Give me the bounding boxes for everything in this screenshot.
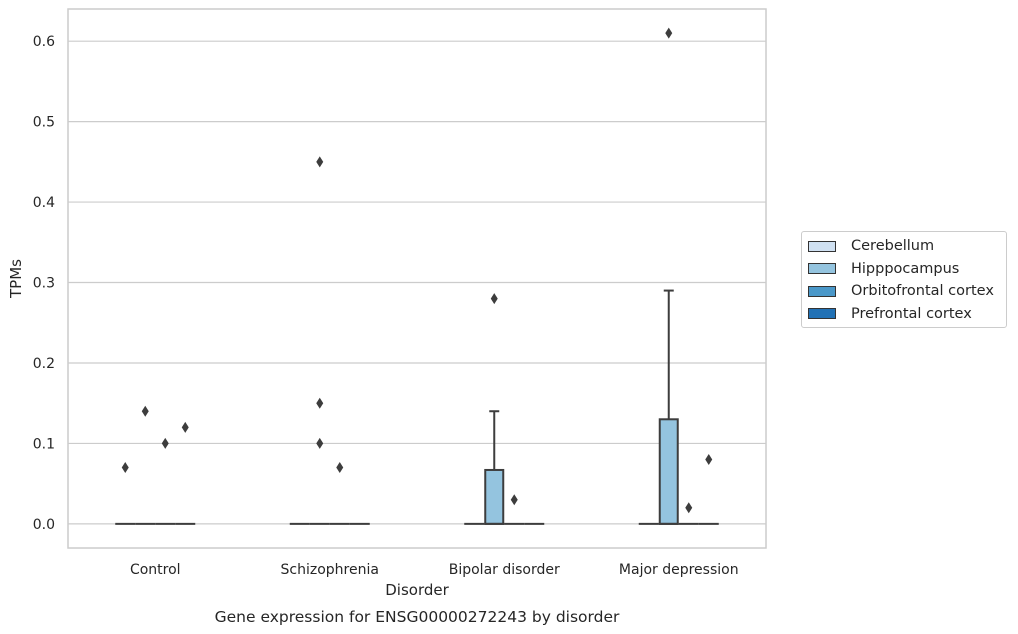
- outlier-point: [685, 502, 693, 514]
- box-prefrontal-cortex: [698, 454, 719, 525]
- box-orbitofrontal-cortex: [329, 462, 350, 525]
- legend-label: Cerebellum: [851, 238, 935, 255]
- legend-swatch: [808, 240, 836, 252]
- outlier-point: [705, 454, 713, 466]
- legend: Cerebellum Hipppocampus Orbitofrontal cort…: [801, 231, 1007, 328]
- legend-swatch: [808, 285, 836, 297]
- outlier-point: [181, 421, 189, 433]
- box-iqr: [484, 468, 505, 525]
- y-axis-ticks: 0.0 0.1 0.2 0.3 0.4 0.5 0.6: [33, 34, 55, 533]
- x-tick-label: Major depression: [619, 562, 739, 578]
- y-tick-label: 0.3: [33, 276, 55, 292]
- legend-item: Cerebellum: [802, 235, 1006, 258]
- y-tick-label: 0.1: [33, 436, 55, 452]
- outlier-point: [121, 462, 129, 474]
- x-axis-ticks: Control Schizophrenia Bipolar disorder Majo…: [130, 562, 739, 578]
- box-hipppocampus: [309, 156, 330, 525]
- box-hipppocampus: [484, 293, 505, 525]
- box-plot-series: [115, 27, 719, 525]
- outlier-point: [141, 405, 149, 417]
- box-orbitofrontal-cortex: [678, 502, 699, 525]
- legend-swatch: [808, 263, 836, 275]
- x-tick-label: Bipolar disorder: [449, 562, 560, 578]
- outlier-point: [510, 494, 518, 506]
- outlier-point: [316, 437, 324, 449]
- chart-title: Gene expression for ENSG00000272243 by d…: [215, 608, 620, 626]
- plot-frame: [67, 8, 767, 549]
- outlier-point: [316, 397, 324, 409]
- box-hipppocampus: [135, 405, 156, 525]
- legend-item: Prefrontal cortex: [802, 303, 1006, 326]
- outlier-point: [161, 437, 169, 449]
- x-tick-label: Control: [130, 562, 181, 578]
- outlier-point: [316, 156, 324, 168]
- outlier-point: [490, 293, 498, 305]
- y-tick-label: 0.5: [33, 115, 55, 131]
- box-cerebellum: [115, 462, 136, 525]
- legend-item: Orbitofrontal cortex: [802, 280, 1006, 303]
- y-axis-label: TPMs: [7, 259, 25, 299]
- outlier-point: [336, 462, 344, 474]
- box-iqr: [658, 418, 679, 525]
- legend-item: Hipppocampus: [802, 258, 1006, 281]
- box-hipppocampus: [658, 27, 679, 525]
- outlier-point: [665, 27, 673, 39]
- y-tick-label: 0.6: [33, 34, 55, 50]
- box-prefrontal-cortex: [175, 421, 196, 525]
- legend-label: Hipppocampus: [851, 260, 960, 277]
- legend-label: Orbitofrontal cortex: [851, 283, 994, 300]
- y-tick-label: 0.0: [33, 517, 55, 533]
- legend-label: Prefrontal cortex: [851, 305, 972, 322]
- box-orbitofrontal-cortex: [155, 437, 176, 525]
- box-orbitofrontal-cortex: [504, 494, 525, 525]
- x-tick-label: Schizophrenia: [281, 562, 379, 578]
- legend-swatch: [808, 308, 836, 320]
- y-tick-label: 0.4: [33, 195, 55, 211]
- x-axis-label: Disorder: [385, 581, 449, 599]
- gridlines: [68, 40, 766, 525]
- y-tick-label: 0.2: [33, 356, 55, 372]
